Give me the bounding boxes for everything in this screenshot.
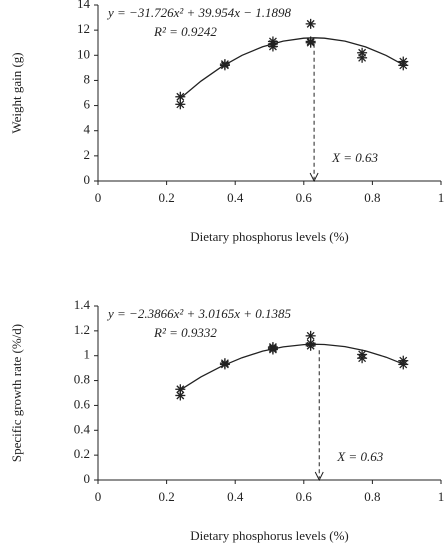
x-tick-label: 1 — [438, 489, 445, 504]
point-stroke — [268, 344, 277, 353]
x-tick-label: 1 — [438, 190, 445, 205]
y-tick-label: 0.6 — [74, 396, 91, 411]
data-point — [357, 52, 368, 63]
x-tick-label: 0.4 — [227, 190, 244, 205]
x-tick-label: 0.4 — [227, 489, 244, 504]
optimum-label: X = 0.63 — [331, 150, 378, 165]
y-tick-label: 4 — [84, 122, 91, 137]
y-tick-label: 10 — [77, 46, 90, 61]
y-tick-label: 2 — [84, 147, 91, 162]
y-tick-label: 14 — [77, 0, 91, 11]
y-tick-label: 6 — [84, 97, 91, 112]
arrow-head — [314, 471, 324, 482]
equation: y = −2.3866x² + 3.0165x + 0.1385 — [106, 306, 292, 321]
data-point — [175, 99, 186, 110]
y-tick-label: 0.8 — [74, 372, 90, 387]
equation: y = −31.726x² + 39.954x − 1.1898 — [106, 5, 292, 20]
point-stroke — [399, 61, 408, 70]
point-stroke — [176, 385, 185, 394]
y-tick-label: 8 — [84, 71, 91, 86]
data-point — [398, 60, 409, 71]
y-tick-label: 0.4 — [74, 421, 91, 436]
data-point — [267, 343, 278, 354]
point-stroke — [306, 331, 315, 340]
y-axis-label: Weight gain (g) — [9, 52, 24, 133]
y-tick-label: 1 — [84, 347, 91, 362]
data-point — [305, 36, 316, 47]
r-squared: R² = 0.9242 — [153, 24, 217, 39]
y-tick-label: 0 — [84, 471, 91, 486]
y-tick-label: 12 — [77, 21, 90, 36]
data-point — [175, 390, 186, 401]
x-tick-label: 0.8 — [364, 489, 380, 504]
point-stroke — [306, 339, 315, 348]
x-tick-label: 0 — [95, 190, 102, 205]
y-tick-label: 0.2 — [74, 446, 90, 461]
point-stroke — [399, 360, 408, 369]
x-axis-label: Dietary phosphorus levels (%) — [190, 528, 349, 543]
y-tick-label: 0 — [84, 172, 91, 187]
point-stroke — [358, 354, 367, 363]
point-stroke — [176, 100, 185, 109]
optimum-label: X = 0.63 — [336, 449, 383, 464]
y-axis-label: Specific growth rate (%/d) — [9, 324, 24, 462]
point-stroke — [268, 40, 277, 48]
fit-curve — [179, 343, 404, 391]
data-point — [267, 38, 278, 49]
x-tick-label: 0.8 — [364, 190, 380, 205]
y-tick-label: 1.4 — [74, 297, 91, 312]
data-point — [219, 59, 230, 70]
data-point — [398, 359, 409, 370]
point-stroke — [176, 92, 185, 101]
data-point — [305, 18, 316, 29]
x-tick-label: 0.2 — [158, 190, 174, 205]
data-point — [305, 338, 316, 349]
x-tick-label: 0.6 — [296, 190, 313, 205]
point-stroke — [306, 37, 315, 46]
x-axis-label: Dietary phosphorus levels (%) — [190, 229, 349, 244]
data-point — [357, 353, 368, 364]
r-squared: R² = 0.9332 — [153, 325, 217, 340]
point-stroke — [358, 53, 367, 62]
point-stroke — [176, 391, 185, 400]
arrow-head — [309, 172, 319, 183]
point-stroke — [220, 60, 229, 69]
x-tick-label: 0 — [95, 489, 102, 504]
x-tick-label: 0.2 — [158, 489, 174, 504]
fit-curve — [179, 37, 404, 99]
x-tick-label: 0.6 — [296, 489, 313, 504]
point-stroke — [306, 19, 315, 28]
y-tick-label: 1.2 — [74, 322, 90, 337]
data-point — [219, 358, 230, 369]
point-stroke — [220, 359, 229, 368]
